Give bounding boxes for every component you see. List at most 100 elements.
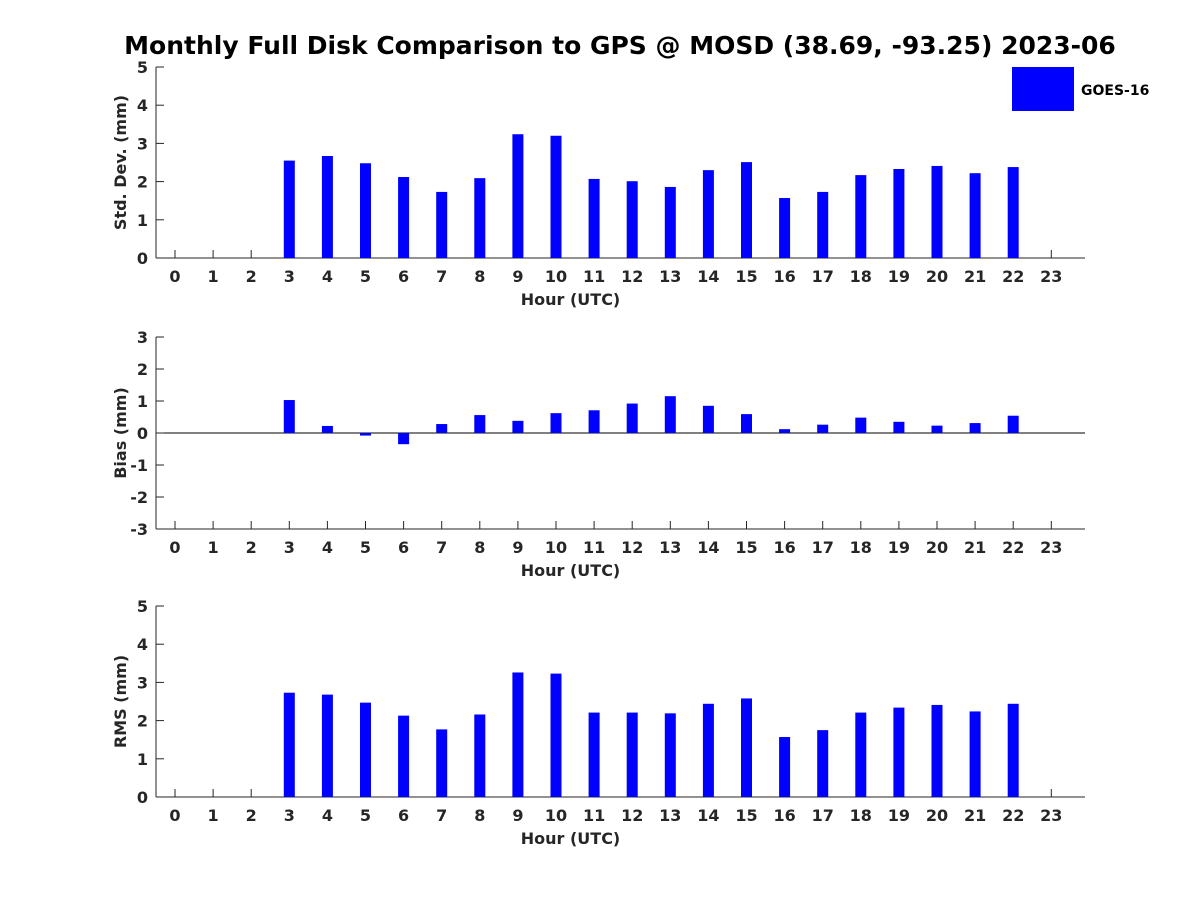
x-tick-label: 11 [583, 806, 605, 825]
bar-hour-7 [436, 729, 448, 797]
bar-hour-7 [436, 191, 448, 258]
y-tick-label: 2 [137, 712, 148, 731]
bar-hour-13 [664, 186, 676, 258]
x-tick-label: 4 [322, 538, 333, 557]
bar-hour-9 [512, 672, 524, 797]
x-tick-label: 4 [322, 806, 333, 825]
y-axis-label: RMS (mm) [111, 655, 130, 748]
bar-hour-16 [779, 429, 791, 433]
x-tick-label: 12 [621, 267, 643, 286]
bar-hour-22 [1007, 167, 1019, 258]
bar-hour-7 [436, 424, 448, 433]
bar-hour-3 [283, 400, 295, 433]
bar-hour-17 [817, 424, 829, 433]
bar-hour-12 [626, 403, 638, 433]
x-tick-label: 4 [322, 267, 333, 286]
x-tick-label: 6 [398, 267, 409, 286]
bar-hour-12 [626, 712, 638, 797]
bar-hour-14 [702, 170, 714, 258]
bar-hour-4 [321, 156, 333, 258]
x-tick-label: 13 [659, 806, 681, 825]
bar-hour-16 [779, 737, 791, 797]
x-tick-label: 19 [888, 806, 910, 825]
bar-hour-12 [626, 181, 638, 258]
x-tick-label: 2 [246, 538, 257, 557]
y-tick-label: 4 [137, 635, 148, 654]
x-tick-label: 23 [1040, 806, 1062, 825]
x-tick-label: 10 [545, 806, 567, 825]
x-tick-label: 0 [169, 806, 180, 825]
bar-hour-20 [931, 704, 943, 797]
bar-hour-21 [969, 711, 981, 797]
x-tick-label: 14 [697, 538, 719, 557]
bar-hour-13 [664, 713, 676, 797]
x-tick-label: 7 [436, 267, 447, 286]
x-tick-label: 10 [545, 267, 567, 286]
x-tick-label: 9 [512, 538, 523, 557]
bar-hour-5 [360, 433, 371, 436]
bar-hour-18 [855, 175, 867, 258]
x-tick-label: 19 [888, 538, 910, 557]
bar-hour-11 [588, 712, 600, 797]
x-tick-label: 17 [812, 267, 834, 286]
x-tick-label: 21 [964, 538, 986, 557]
y-tick-label: 5 [137, 58, 148, 77]
bar-hour-22 [1007, 415, 1019, 433]
y-tick-label: 1 [137, 750, 148, 769]
x-tick-label: 13 [659, 538, 681, 557]
y-tick-label: -3 [130, 520, 148, 539]
x-tick-label: 7 [436, 806, 447, 825]
x-tick-label: 3 [284, 538, 295, 557]
x-tick-label: 8 [474, 538, 485, 557]
y-tick-label: 0 [137, 788, 148, 807]
x-tick-label: 13 [659, 267, 681, 286]
x-tick-label: 23 [1040, 538, 1062, 557]
y-tick-label: 2 [137, 173, 148, 192]
y-tick-label: -1 [130, 456, 148, 475]
x-tick-label: 15 [735, 806, 757, 825]
chart-title: Monthly Full Disk Comparison to GPS @ MO… [124, 31, 1116, 60]
x-tick-label: 22 [1002, 806, 1024, 825]
bar-hour-19 [893, 707, 905, 797]
x-tick-label: 20 [926, 806, 948, 825]
x-tick-label: 18 [850, 538, 872, 557]
y-tick-label: -2 [130, 488, 148, 507]
bar-hour-19 [893, 168, 905, 258]
bar-hour-6 [398, 433, 410, 445]
x-tick-label: 8 [474, 267, 485, 286]
x-tick-label: 1 [208, 538, 219, 557]
bar-hour-6 [398, 715, 410, 797]
x-tick-label: 21 [964, 267, 986, 286]
bar-hour-17 [817, 191, 829, 258]
x-tick-label: 9 [512, 806, 523, 825]
bar-hour-17 [817, 730, 829, 797]
x-tick-label: 15 [735, 267, 757, 286]
x-tick-label: 12 [621, 806, 643, 825]
x-tick-label: 16 [773, 806, 795, 825]
bar-hour-18 [855, 417, 867, 433]
legend-label: GOES-16 [1081, 83, 1149, 99]
x-tick-label: 19 [888, 267, 910, 286]
bar-hour-21 [969, 173, 981, 258]
y-tick-label: 2 [137, 360, 148, 379]
x-tick-label: 11 [583, 538, 605, 557]
bar-hour-14 [702, 703, 714, 797]
bar-hour-8 [474, 415, 486, 433]
y-tick-label: 1 [137, 392, 148, 411]
x-tick-label: 8 [474, 806, 485, 825]
x-tick-label: 1 [208, 806, 219, 825]
y-axis-label: Std. Dev. (mm) [111, 95, 130, 230]
y-tick-label: 3 [137, 673, 148, 692]
x-tick-label: 20 [926, 538, 948, 557]
y-axis-label: Bias (mm) [111, 387, 130, 479]
x-tick-label: 0 [169, 267, 180, 286]
bar-hour-3 [283, 160, 295, 258]
x-tick-label: 5 [360, 806, 371, 825]
bar-hour-10 [550, 135, 562, 258]
x-tick-label: 7 [436, 538, 447, 557]
x-tick-label: 23 [1040, 267, 1062, 286]
x-tick-label: 5 [360, 538, 371, 557]
bar-hour-16 [779, 198, 791, 258]
